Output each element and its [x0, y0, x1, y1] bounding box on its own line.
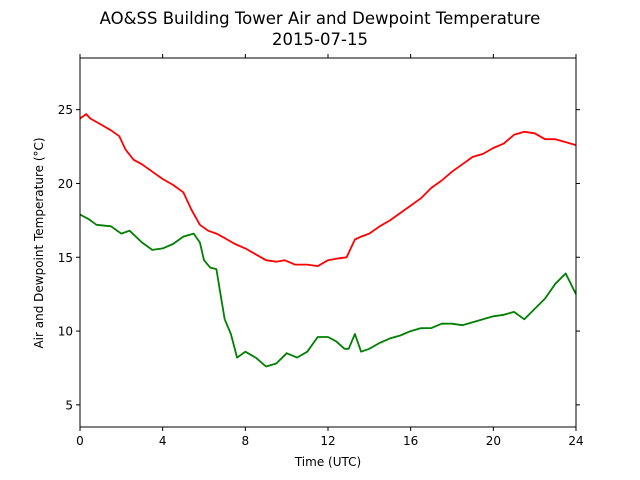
y-tick-label: 5 [65, 398, 73, 412]
series-line-2 [79, 213, 577, 368]
x-tick-label: 24 [568, 434, 583, 448]
x-axis-label: Time (UTC) [294, 455, 361, 469]
x-tick-label: 12 [320, 434, 335, 448]
y-tick-label: 20 [58, 177, 73, 191]
y-tick-label: 15 [58, 251, 73, 265]
chart-title: AO&SS Building Tower Air and Dewpoint Te… [100, 9, 541, 28]
y-tick-label: 25 [58, 103, 73, 117]
series-line-1 [79, 113, 577, 268]
series-layer [79, 113, 577, 368]
chart-subtitle: 2015-07-15 [272, 30, 368, 49]
y-axis-label: Air and Dewpoint Temperature (°C) [32, 137, 46, 348]
tick-layer: 0 4 8 12 16 20 24 5 10 15 20 25 [58, 54, 584, 448]
x-tick-label: 0 [76, 434, 84, 448]
x-tick-label: 20 [486, 434, 501, 448]
x-tick-label: 4 [159, 434, 167, 448]
x-tick-label: 8 [242, 434, 250, 448]
y-tick-label: 10 [58, 325, 73, 339]
x-tick-label: 16 [403, 434, 418, 448]
